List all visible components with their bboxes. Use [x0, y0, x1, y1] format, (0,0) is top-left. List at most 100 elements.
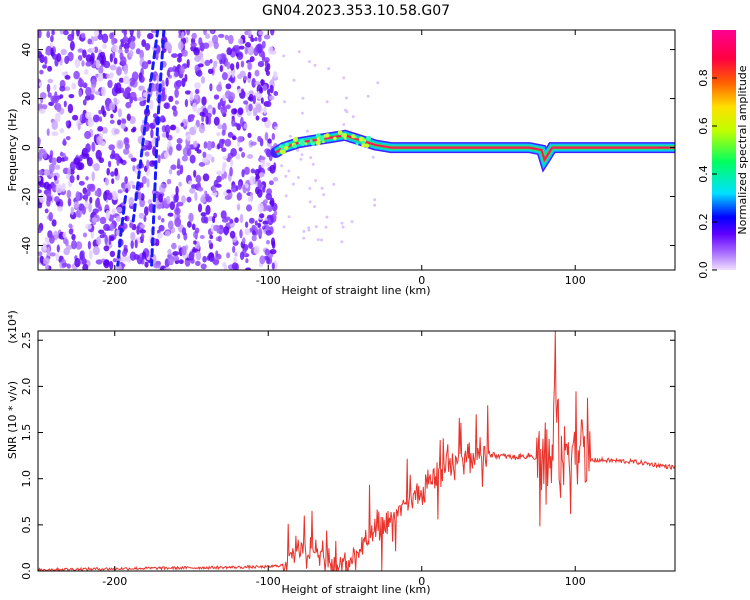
- noise-cell: [198, 124, 206, 134]
- noise-cell: [212, 34, 219, 45]
- noise-cell: [136, 225, 140, 235]
- noise-cell: [229, 218, 234, 224]
- faint-cell: [350, 220, 354, 224]
- noise-cell: [271, 133, 275, 141]
- noise-cell: [138, 212, 145, 219]
- noise-cell: [130, 240, 134, 249]
- noise-cell: [193, 169, 197, 178]
- noise-cell: [66, 263, 71, 269]
- noise-cell: [263, 34, 271, 40]
- noise-cell: [191, 32, 197, 40]
- x-tick-label: 100: [565, 575, 586, 588]
- noise-cell: [108, 73, 114, 79]
- chart-title: GN04.2023.353.10.58.G07: [262, 3, 450, 19]
- faint-cell: [305, 129, 309, 133]
- faint-cell: [291, 182, 295, 186]
- noise-cell: [231, 47, 236, 52]
- noise-cell: [161, 184, 167, 189]
- noise-cell: [257, 135, 262, 142]
- noise-cell: [243, 100, 249, 105]
- noise-cell: [85, 223, 92, 230]
- noise-cell: [79, 251, 84, 261]
- noise-cell: [235, 44, 240, 54]
- noise-cell: [231, 69, 235, 78]
- noise-cell: [204, 59, 211, 66]
- noise-cell: [67, 197, 72, 207]
- noise-cell: [205, 153, 213, 161]
- noise-cell: [91, 47, 95, 53]
- noise-cell: [247, 71, 252, 79]
- faint-cell: [299, 157, 303, 161]
- noise-cell: [224, 34, 229, 41]
- noise-cell: [38, 108, 46, 114]
- noise-cell: [138, 85, 143, 91]
- faint-cell: [344, 108, 347, 112]
- noise-cell: [114, 167, 119, 177]
- signal-blob: [293, 136, 298, 142]
- noise-cell: [173, 194, 177, 204]
- faint-cell: [284, 194, 288, 198]
- noise-cell: [137, 96, 145, 102]
- noise-cell: [122, 90, 128, 98]
- faint-cell: [340, 240, 344, 244]
- noise-cell: [86, 157, 93, 167]
- noise-cell: [144, 206, 149, 216]
- noise-cell: [189, 154, 196, 164]
- noise-cell: [238, 147, 243, 152]
- noise-cell: [76, 30, 80, 37]
- noise-cell: [78, 89, 83, 98]
- noise-cell: [95, 149, 102, 160]
- noise-cell: [51, 131, 59, 137]
- noise-cell: [107, 79, 113, 89]
- noise-cell: [103, 245, 110, 252]
- noise-cell: [184, 99, 189, 108]
- noise-cell: [203, 141, 208, 149]
- noise-cell: [172, 251, 180, 256]
- noise-cell: [61, 262, 68, 268]
- noise-cell: [64, 75, 71, 80]
- signal-blob: [361, 140, 365, 144]
- noise-cell: [247, 62, 252, 70]
- faint-cell: [342, 123, 346, 126]
- noise-cell: [231, 118, 236, 127]
- noise-cell: [101, 126, 108, 134]
- noise-cell: [195, 250, 202, 261]
- noise-cell: [243, 166, 250, 175]
- noise-cell: [186, 30, 191, 36]
- noise-cell: [206, 140, 213, 151]
- noise-cell: [261, 117, 268, 123]
- noise-cell: [225, 83, 232, 90]
- noise-cell: [56, 156, 62, 164]
- noise-cell: [213, 60, 217, 69]
- noise-cell: [59, 85, 66, 92]
- noise-cell: [175, 185, 179, 195]
- noise-cell: [61, 71, 68, 76]
- noise-cell: [240, 60, 245, 68]
- noise-cell: [258, 172, 265, 178]
- streak-1: [150, 30, 166, 267]
- noise-cell: [168, 255, 174, 266]
- noise-cell: [228, 92, 236, 101]
- noise-cell: [48, 211, 53, 222]
- noise-cell: [265, 193, 273, 201]
- noise-cell: [97, 33, 104, 40]
- noise-cell: [85, 54, 93, 63]
- noise-cell: [69, 161, 76, 171]
- noise-cell: [109, 119, 115, 125]
- signal-blob: [366, 135, 372, 141]
- noise-cell: [244, 221, 249, 228]
- noise-cell: [165, 195, 171, 205]
- faint-cell: [371, 155, 375, 159]
- faint-cell: [297, 50, 301, 54]
- noise-cell: [213, 179, 219, 188]
- noise-cell: [212, 259, 220, 265]
- noise-cell: [174, 88, 179, 99]
- noise-cell: [229, 230, 236, 239]
- noise-cell: [260, 97, 264, 104]
- noise-cell: [111, 178, 115, 185]
- noise-cell: [234, 217, 239, 224]
- noise-cell: [167, 212, 174, 217]
- noise-cell: [39, 69, 44, 75]
- noise-cell: [85, 111, 92, 120]
- noise-cell: [202, 151, 207, 158]
